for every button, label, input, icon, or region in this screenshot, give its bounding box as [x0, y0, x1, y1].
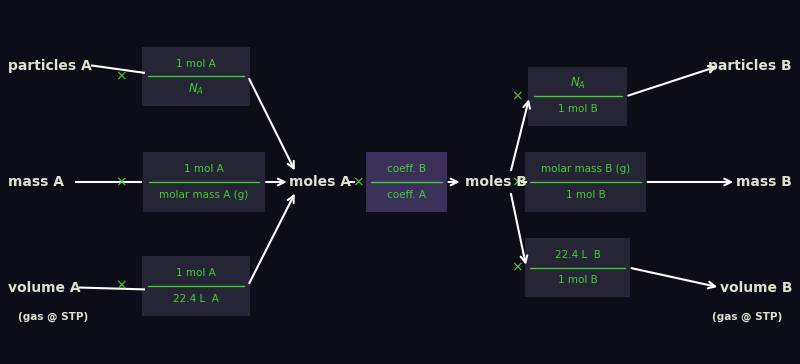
Text: moles B: moles B — [465, 175, 527, 189]
Text: moles A: moles A — [289, 175, 351, 189]
FancyBboxPatch shape — [143, 152, 265, 212]
Text: coeff. A: coeff. A — [387, 190, 426, 200]
Text: ×: × — [115, 279, 126, 293]
Text: particles A: particles A — [8, 59, 92, 72]
Text: 1 mol A: 1 mol A — [176, 59, 216, 69]
FancyBboxPatch shape — [366, 152, 447, 212]
Text: ×: × — [511, 175, 522, 189]
Text: $N_A$: $N_A$ — [570, 76, 586, 91]
Text: volume A: volume A — [8, 281, 81, 294]
Text: ×: × — [115, 175, 126, 189]
FancyBboxPatch shape — [142, 47, 250, 106]
FancyBboxPatch shape — [528, 67, 627, 126]
Text: 22.4 L  B: 22.4 L B — [554, 250, 601, 260]
Text: mass B: mass B — [736, 175, 792, 189]
Text: 1 mol B: 1 mol B — [558, 275, 598, 285]
Text: molar mass A (g): molar mass A (g) — [159, 190, 249, 200]
FancyBboxPatch shape — [525, 238, 630, 297]
Text: ×: × — [511, 261, 522, 274]
Text: 1 mol A: 1 mol A — [184, 164, 224, 174]
Text: ×: × — [511, 90, 522, 103]
Text: molar mass B (g): molar mass B (g) — [541, 164, 630, 174]
Text: mass A: mass A — [8, 175, 64, 189]
Text: (gas @ STP): (gas @ STP) — [712, 312, 782, 322]
Text: particles B: particles B — [708, 59, 792, 72]
Text: 1 mol B: 1 mol B — [558, 104, 598, 114]
FancyBboxPatch shape — [142, 256, 250, 316]
Text: ×: × — [353, 175, 364, 189]
Text: $N_A$: $N_A$ — [188, 82, 204, 97]
Text: 1 mol A: 1 mol A — [176, 268, 216, 278]
Text: ×: × — [115, 70, 126, 83]
Text: (gas @ STP): (gas @ STP) — [18, 312, 88, 322]
Text: 1 mol B: 1 mol B — [566, 190, 606, 200]
Text: 22.4 L  A: 22.4 L A — [173, 293, 219, 304]
Text: volume B: volume B — [719, 281, 792, 294]
FancyBboxPatch shape — [525, 152, 646, 212]
Text: coeff. B: coeff. B — [387, 164, 426, 174]
